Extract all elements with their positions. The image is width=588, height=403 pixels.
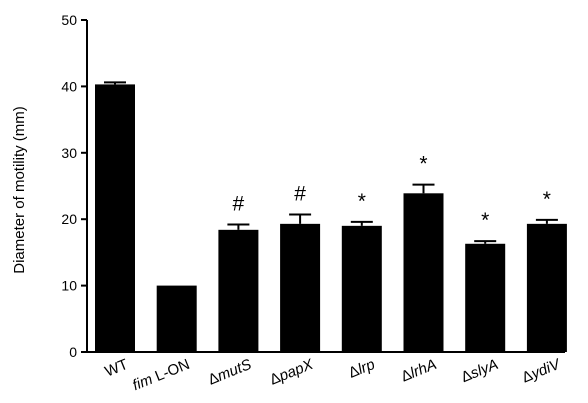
- bar: [465, 243, 506, 352]
- y-tick-label: 30: [61, 145, 77, 161]
- significance-mark: *: [358, 190, 366, 213]
- x-tick-label: ΔmutS: [206, 356, 254, 389]
- x-tick-label: Δlrp: [346, 356, 377, 382]
- error-bar: [227, 223, 250, 230]
- y-tick-label: 10: [61, 278, 77, 294]
- bar: [156, 285, 197, 352]
- y-tick-label: 40: [61, 78, 77, 94]
- error-bar: [474, 240, 497, 244]
- error-bar: [350, 220, 373, 226]
- significance-mark: *: [543, 188, 551, 211]
- bar: [341, 225, 382, 352]
- significance-mark: #: [294, 183, 306, 206]
- x-tick-label: fim L-ON: [130, 356, 192, 394]
- y-tick-label: 0: [69, 344, 77, 360]
- error-bar: [289, 213, 312, 224]
- bar: [526, 223, 567, 352]
- x-tick-label: ΔlrhA: [399, 356, 439, 386]
- x-tick-label: WT: [103, 356, 131, 381]
- y-axis-title: Diameter of motility (mm): [11, 106, 28, 274]
- significance-annotations: # # * * * *: [233, 153, 551, 232]
- bars: [95, 81, 567, 353]
- significance-mark: *: [481, 209, 489, 232]
- y-tick-label: 20: [61, 211, 77, 227]
- bar: [403, 193, 444, 352]
- error-bar: [535, 218, 558, 224]
- significance-mark: *: [419, 153, 427, 176]
- error-bar: [104, 81, 126, 85]
- error-bar: [412, 183, 435, 194]
- x-tick-label: ΔpapX: [267, 356, 316, 389]
- y-axis: 0 10 20 30 40 50: [61, 12, 88, 360]
- bar: [95, 84, 135, 353]
- bar: [280, 223, 321, 352]
- x-tick-label: ΔslyA: [459, 356, 501, 386]
- bar: [218, 229, 259, 352]
- y-tick-label: 50: [61, 12, 77, 28]
- significance-mark: #: [233, 193, 245, 216]
- x-tick-label: ΔydiV: [520, 355, 565, 386]
